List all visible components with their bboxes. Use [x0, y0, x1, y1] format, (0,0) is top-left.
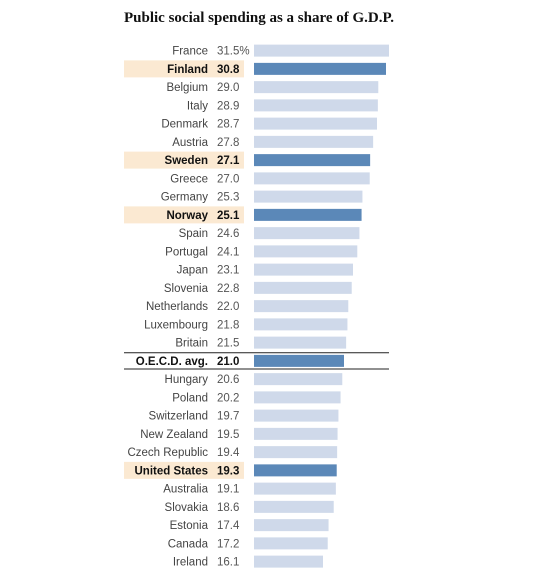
value-label-britain: 21.5 — [217, 338, 239, 350]
category-label-switzerland: Switzerland — [149, 411, 208, 423]
value-label-estonia: 17.4 — [217, 520, 240, 532]
category-label-o-e-c-d-avg: O.E.C.D. avg. — [136, 356, 208, 368]
value-label-hungary: 20.6 — [217, 374, 239, 386]
value-label-denmark: 28.7 — [217, 119, 239, 131]
value-label-poland: 20.2 — [217, 392, 239, 404]
value-label-canada: 17.2 — [217, 538, 239, 550]
bar-canada — [254, 537, 328, 550]
bar-britain — [254, 336, 347, 349]
value-label-luxembourg: 21.8 — [217, 319, 239, 331]
bar-portugal — [254, 245, 358, 258]
category-label-greece: Greece — [170, 173, 208, 185]
bar-sweden — [254, 154, 371, 167]
value-label-norway: 25.1 — [217, 210, 240, 222]
label-highlight-finland — [124, 60, 244, 78]
category-label-united-states: United States — [135, 465, 209, 477]
category-label-australia: Australia — [163, 484, 208, 496]
category-label-britain: Britain — [175, 338, 208, 350]
category-label-estonia: Estonia — [170, 520, 209, 532]
value-label-portugal: 24.1 — [217, 246, 239, 258]
value-label-japan: 23.1 — [217, 265, 239, 277]
category-label-luxembourg: Luxembourg — [144, 319, 208, 331]
value-label-slovakia: 18.6 — [217, 502, 239, 514]
category-label-slovakia: Slovakia — [165, 502, 209, 514]
value-label-czech-republic: 19.4 — [217, 447, 240, 459]
bar-hungary — [254, 373, 343, 386]
value-label-greece: 27.0 — [217, 173, 239, 185]
value-label-switzerland: 19.7 — [217, 411, 239, 423]
bar-slovenia — [254, 281, 352, 294]
value-label-sweden: 27.1 — [217, 155, 240, 167]
category-label-czech-republic: Czech Republic — [127, 447, 208, 459]
category-label-finland: Finland — [167, 64, 208, 76]
value-label-italy: 28.9 — [217, 100, 239, 112]
category-label-hungary: Hungary — [165, 374, 209, 386]
bar-netherlands — [254, 300, 349, 313]
value-label-finland: 30.8 — [217, 64, 240, 76]
category-label-portugal: Portugal — [165, 246, 208, 258]
bar-italy — [254, 99, 378, 112]
category-label-poland: Poland — [172, 392, 208, 404]
bar-denmark — [254, 117, 377, 130]
value-label-netherlands: 22.0 — [217, 301, 239, 313]
category-label-new-zealand: New Zealand — [140, 429, 208, 441]
bar-estonia — [254, 519, 329, 532]
bar-finland — [254, 62, 386, 75]
value-label-france: 31.5% — [217, 46, 250, 58]
category-label-denmark: Denmark — [161, 119, 208, 131]
value-label-germany: 25.3 — [217, 192, 239, 204]
category-label-italy: Italy — [187, 100, 208, 112]
bar-ireland — [254, 555, 323, 568]
bar-austria — [254, 135, 374, 148]
label-highlight-norway — [124, 206, 244, 224]
category-label-germany: Germany — [161, 192, 209, 204]
category-label-norway: Norway — [166, 210, 208, 222]
category-label-slovenia: Slovenia — [164, 283, 209, 295]
category-label-sweden: Sweden — [165, 155, 208, 167]
value-label-belgium: 29.0 — [217, 82, 239, 94]
value-label-ireland: 16.1 — [217, 557, 239, 569]
category-label-france: France — [172, 46, 208, 58]
value-label-o-e-c-d-avg: 21.0 — [217, 356, 239, 368]
bar-japan — [254, 263, 353, 276]
value-label-spain: 24.6 — [217, 228, 239, 240]
bar-o-e-c-d-avg — [254, 354, 344, 367]
bar-france — [254, 44, 389, 57]
bar-australia — [254, 482, 336, 495]
bar-switzerland — [254, 409, 339, 422]
bar-united-states — [254, 464, 337, 477]
value-label-slovenia: 22.8 — [217, 283, 239, 295]
category-label-canada: Canada — [168, 538, 209, 550]
bar-czech-republic — [254, 446, 338, 459]
bar-spain — [254, 227, 360, 240]
bar-slovakia — [254, 500, 334, 513]
value-label-new-zealand: 19.5 — [217, 429, 239, 441]
category-label-austria: Austria — [172, 137, 208, 149]
value-label-austria: 27.8 — [217, 137, 239, 149]
bar-poland — [254, 391, 341, 404]
label-highlight-united-states — [124, 461, 244, 479]
bar-greece — [254, 172, 370, 185]
bar-norway — [254, 208, 362, 221]
bar-germany — [254, 190, 363, 203]
value-label-australia: 19.1 — [217, 484, 239, 496]
bar-belgium — [254, 81, 379, 94]
category-label-spain: Spain — [179, 228, 208, 240]
category-label-japan: Japan — [177, 265, 208, 277]
category-label-netherlands: Netherlands — [146, 301, 208, 313]
bar-luxembourg — [254, 318, 348, 331]
category-label-belgium: Belgium — [166, 82, 208, 94]
label-highlight-sweden — [124, 151, 244, 169]
category-label-ireland: Ireland — [173, 557, 208, 569]
value-label-united-states: 19.3 — [217, 465, 239, 477]
bar-new-zealand — [254, 427, 338, 440]
chart-title: Public social spending as a share of G.D… — [124, 10, 395, 26]
